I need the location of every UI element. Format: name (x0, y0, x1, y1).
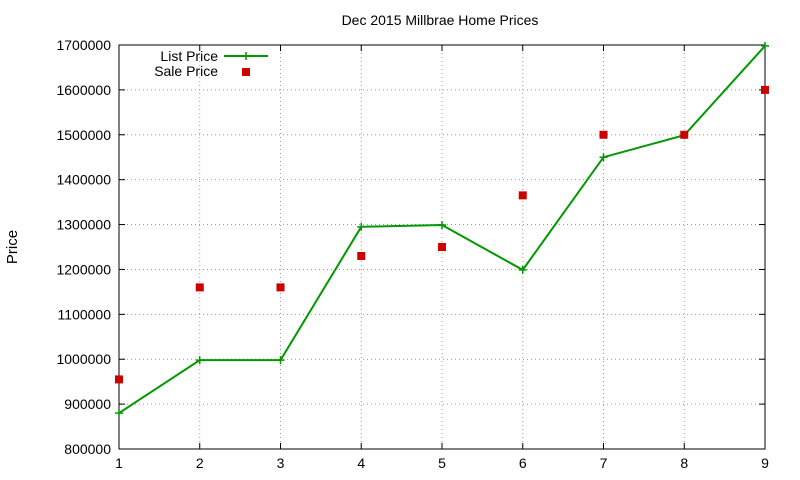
y-tick-label: 1400000 (56, 172, 111, 188)
data-point (195, 356, 204, 365)
data-point (518, 265, 527, 274)
data-point (438, 243, 446, 251)
data-point (518, 191, 527, 200)
legend-label-list-price: List Price (160, 48, 218, 64)
data-point (357, 222, 366, 231)
legend-marker-list-price (242, 52, 250, 60)
y-tick-label: 1000000 (56, 351, 111, 367)
data-point (115, 409, 123, 418)
series-sale-price (115, 85, 769, 384)
y-tick-label: 1700000 (56, 37, 111, 53)
y-tick-label: 1600000 (56, 82, 111, 98)
legend: List Price Sale Price (154, 48, 268, 79)
y-tick-label: 1200000 (56, 261, 111, 277)
data-point (599, 153, 608, 162)
legend-marker-sale-price (242, 68, 250, 76)
legend-label-sale-price: Sale Price (154, 63, 218, 79)
data-point (276, 356, 285, 365)
x-tick-label: 5 (438, 455, 446, 471)
y-tick-label: 1500000 (56, 127, 111, 143)
x-tick-label: 6 (519, 455, 527, 471)
x-tick-label: 3 (277, 455, 285, 471)
axis-ticks: 800000 900000 1000000 1100000 1200000 1300000… (56, 37, 769, 471)
x-tick-label: 9 (761, 455, 769, 471)
x-tick-label: 8 (680, 455, 688, 471)
data-point (115, 375, 123, 384)
data-point (761, 41, 769, 50)
series-list-price (115, 41, 769, 418)
data-point (438, 221, 446, 230)
data-point (761, 85, 769, 94)
data-point (276, 283, 285, 292)
y-axis-label: Price (4, 230, 21, 264)
x-tick-label: 1 (115, 455, 123, 471)
data-point (195, 283, 204, 292)
data-point (599, 130, 608, 139)
data-point (357, 251, 366, 260)
series-layer (115, 41, 769, 418)
x-tick-label: 4 (357, 455, 365, 471)
x-tick-label: 7 (600, 455, 608, 471)
y-tick-label: 1300000 (56, 217, 111, 233)
y-tick-label: 1100000 (58, 306, 112, 322)
x-tick-label: 2 (196, 455, 204, 471)
data-point (680, 130, 689, 139)
grid (119, 45, 765, 449)
y-tick-label: 900000 (64, 396, 111, 412)
y-tick-label: 800000 (64, 441, 111, 457)
chart-title: Dec 2015 Millbrae Home Prices (342, 12, 539, 28)
